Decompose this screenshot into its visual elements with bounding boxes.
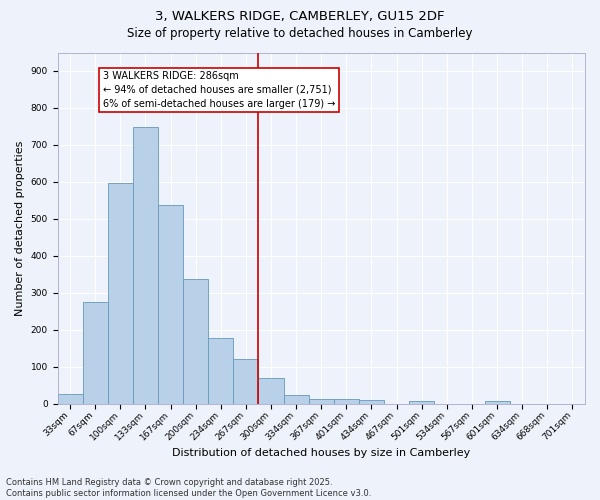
Bar xyxy=(183,278,208,404)
Bar xyxy=(334,399,359,404)
Bar xyxy=(83,302,108,404)
Text: Contains HM Land Registry data © Crown copyright and database right 2025.
Contai: Contains HM Land Registry data © Crown c… xyxy=(6,478,371,498)
Bar xyxy=(233,360,259,404)
Y-axis label: Number of detached properties: Number of detached properties xyxy=(15,140,25,316)
Bar xyxy=(359,400,384,404)
Bar xyxy=(409,401,434,404)
Bar xyxy=(208,338,233,404)
Bar xyxy=(485,401,509,404)
Bar xyxy=(108,182,133,404)
Bar xyxy=(284,395,309,404)
Bar xyxy=(309,399,334,404)
Text: Size of property relative to detached houses in Camberley: Size of property relative to detached ho… xyxy=(127,28,473,40)
Bar xyxy=(158,205,183,404)
Bar xyxy=(259,378,284,404)
Text: 3 WALKERS RIDGE: 286sqm
← 94% of detached houses are smaller (2,751)
6% of semi-: 3 WALKERS RIDGE: 286sqm ← 94% of detache… xyxy=(103,71,335,109)
Text: 3, WALKERS RIDGE, CAMBERLEY, GU15 2DF: 3, WALKERS RIDGE, CAMBERLEY, GU15 2DF xyxy=(155,10,445,23)
X-axis label: Distribution of detached houses by size in Camberley: Distribution of detached houses by size … xyxy=(172,448,470,458)
Bar xyxy=(58,394,83,404)
Bar xyxy=(133,127,158,404)
